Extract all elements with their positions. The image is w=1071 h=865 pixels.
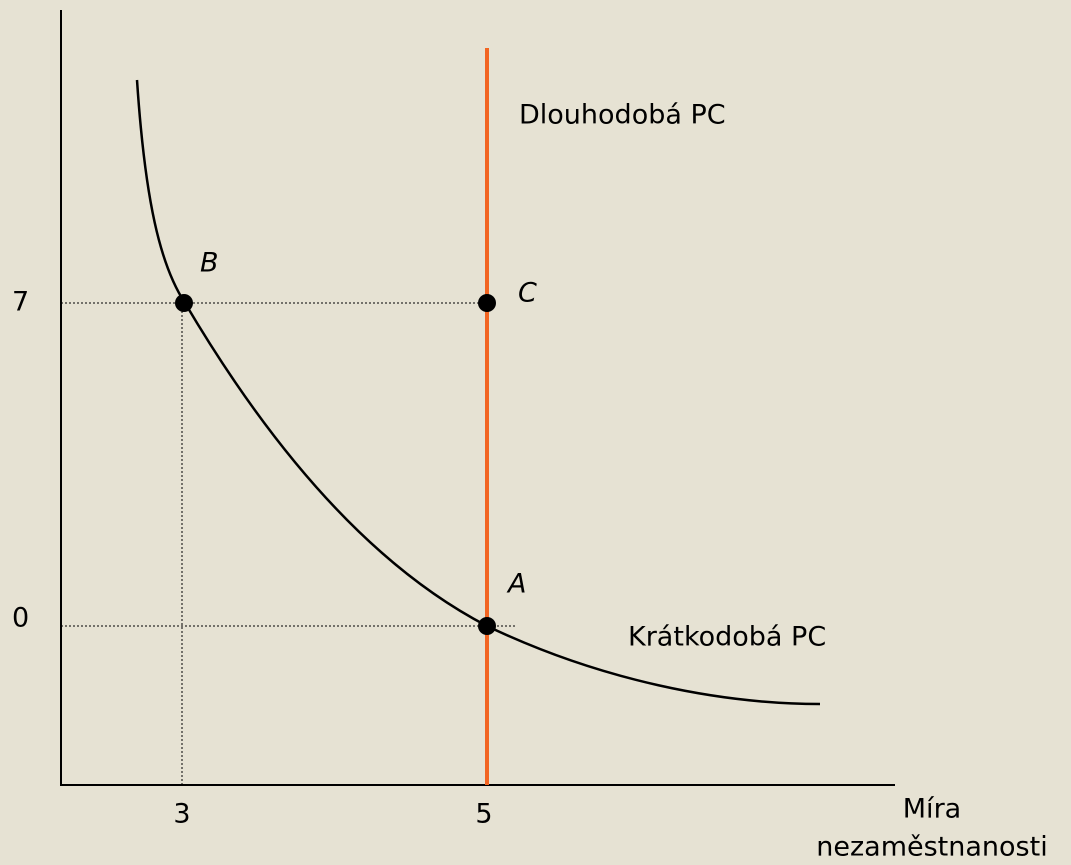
point-label: C (518, 278, 537, 309)
y-tick-label: 7 (12, 287, 29, 318)
point (478, 617, 496, 635)
y-tick-label: 0 (12, 603, 29, 634)
point-label: A (506, 569, 526, 600)
short-run-curve (135, 79, 821, 706)
curve-label: Krátkodobá PC (628, 622, 826, 653)
x-axis-label: Míra (903, 794, 961, 825)
point-label: B (200, 248, 219, 279)
point (175, 294, 193, 312)
curve-label: Dlouhodobá PC (519, 100, 726, 131)
x-tick-label: 5 (475, 799, 492, 830)
x-axis-label: nezaměstnanosti (816, 832, 1047, 863)
point (478, 294, 496, 312)
x-tick-label: 3 (173, 799, 190, 830)
